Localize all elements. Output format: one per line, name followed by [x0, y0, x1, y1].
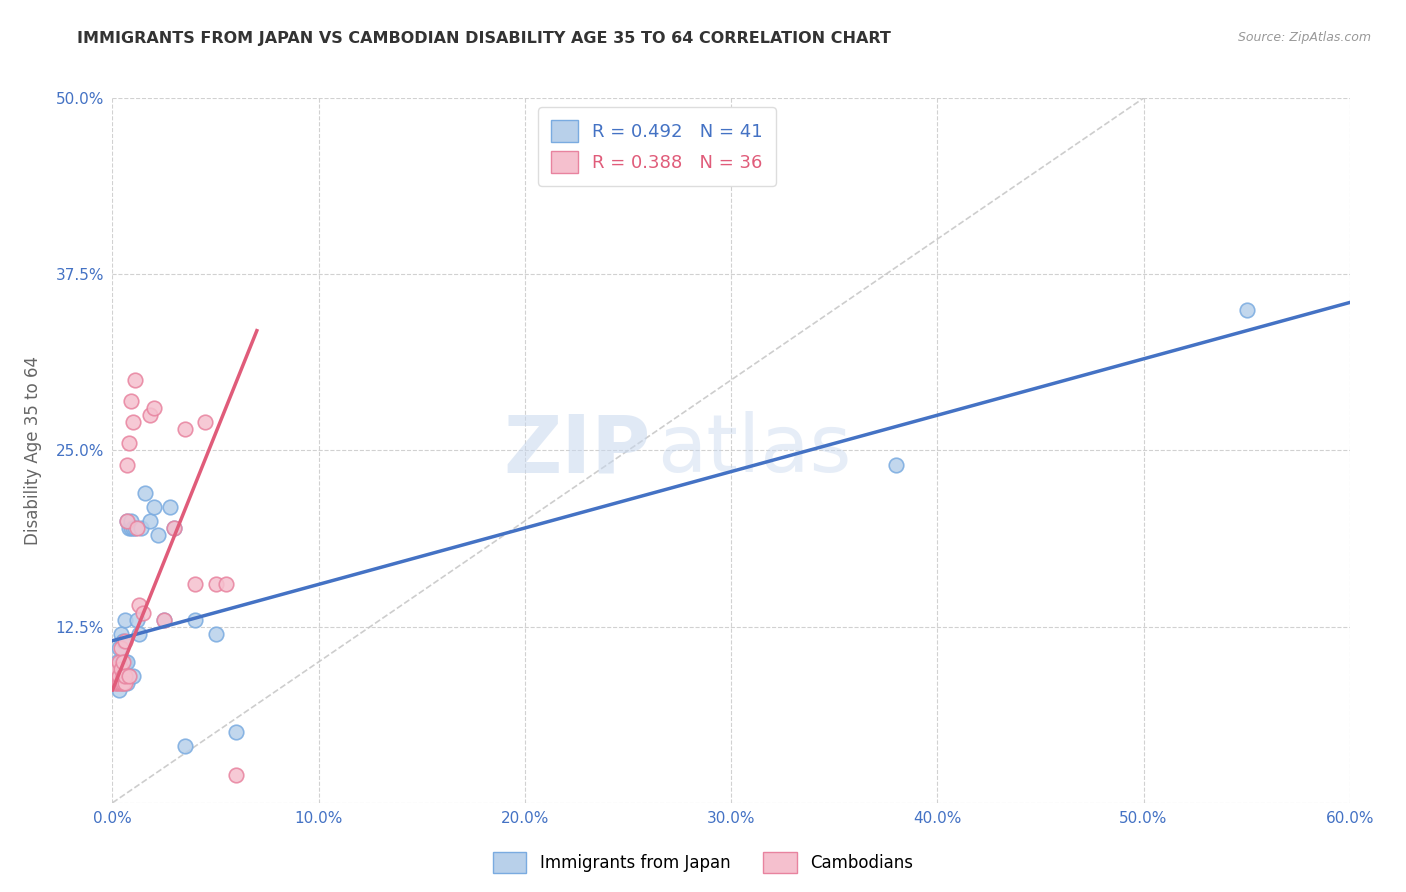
Point: [110, 676, 132, 690]
Point: [105, 662, 128, 676]
Point: [142, 401, 165, 416]
Legend: Immigrants from Japan, Cambodians: Immigrants from Japan, Cambodians: [486, 846, 920, 880]
Point: [204, 626, 226, 640]
Point: [128, 599, 150, 613]
Point: [110, 662, 132, 676]
Point: [110, 669, 132, 683]
Point: [131, 521, 153, 535]
Point: [107, 683, 129, 698]
Point: [120, 394, 142, 409]
Point: [134, 485, 156, 500]
Point: [138, 408, 160, 422]
Point: [215, 577, 238, 591]
Point: [159, 500, 181, 514]
Point: [163, 521, 186, 535]
Point: [118, 521, 141, 535]
Point: [114, 613, 136, 627]
Point: [111, 633, 134, 648]
Point: [163, 521, 186, 535]
Point: [107, 655, 129, 669]
Point: [146, 528, 169, 542]
Point: [111, 676, 134, 690]
Point: [107, 669, 129, 683]
Point: [107, 669, 129, 683]
Text: Source: ZipAtlas.com: Source: ZipAtlas.com: [1237, 31, 1371, 45]
Point: [103, 676, 125, 690]
Point: [204, 577, 226, 591]
Point: [173, 739, 195, 754]
Point: [103, 676, 125, 690]
Point: [184, 613, 207, 627]
Point: [111, 655, 134, 669]
Point: [122, 415, 145, 429]
Point: [142, 500, 165, 514]
Point: [118, 669, 141, 683]
Point: [103, 662, 125, 676]
Point: [153, 613, 176, 627]
Point: [120, 521, 142, 535]
Point: [138, 514, 160, 528]
Point: [107, 676, 129, 690]
Point: [111, 655, 134, 669]
Point: [124, 521, 146, 535]
Point: [884, 458, 907, 472]
Point: [111, 676, 134, 690]
Point: [127, 521, 149, 535]
Point: [115, 514, 138, 528]
Point: [105, 662, 128, 676]
Point: [122, 669, 145, 683]
Point: [118, 669, 141, 683]
Y-axis label: Disability Age 35 to 64: Disability Age 35 to 64: [24, 356, 42, 545]
Point: [110, 655, 132, 669]
Point: [153, 613, 176, 627]
Point: [114, 676, 136, 690]
Text: ZIP: ZIP: [503, 411, 651, 490]
Point: [173, 422, 195, 436]
Point: [115, 514, 138, 528]
Point: [110, 640, 132, 655]
Point: [114, 633, 136, 648]
Point: [105, 676, 128, 690]
Point: [122, 521, 145, 535]
Point: [120, 514, 142, 528]
Point: [128, 626, 150, 640]
Point: [105, 655, 128, 669]
Point: [124, 373, 146, 387]
Point: [194, 415, 217, 429]
Point: [225, 767, 247, 781]
Point: [225, 725, 247, 739]
Point: [1236, 302, 1258, 317]
Text: atlas: atlas: [657, 411, 851, 490]
Point: [114, 655, 136, 669]
Point: [132, 606, 155, 620]
Point: [114, 669, 136, 683]
Point: [110, 626, 132, 640]
Point: [111, 669, 134, 683]
Point: [114, 669, 136, 683]
Text: IMMIGRANTS FROM JAPAN VS CAMBODIAN DISABILITY AGE 35 TO 64 CORRELATION CHART: IMMIGRANTS FROM JAPAN VS CAMBODIAN DISAB…: [77, 31, 891, 46]
Point: [115, 676, 138, 690]
Legend: R = 0.492   N = 41, R = 0.388   N = 36: R = 0.492 N = 41, R = 0.388 N = 36: [538, 107, 776, 186]
Point: [115, 458, 138, 472]
Point: [127, 613, 149, 627]
Point: [118, 436, 141, 450]
Point: [115, 655, 138, 669]
Point: [107, 640, 129, 655]
Point: [184, 577, 207, 591]
